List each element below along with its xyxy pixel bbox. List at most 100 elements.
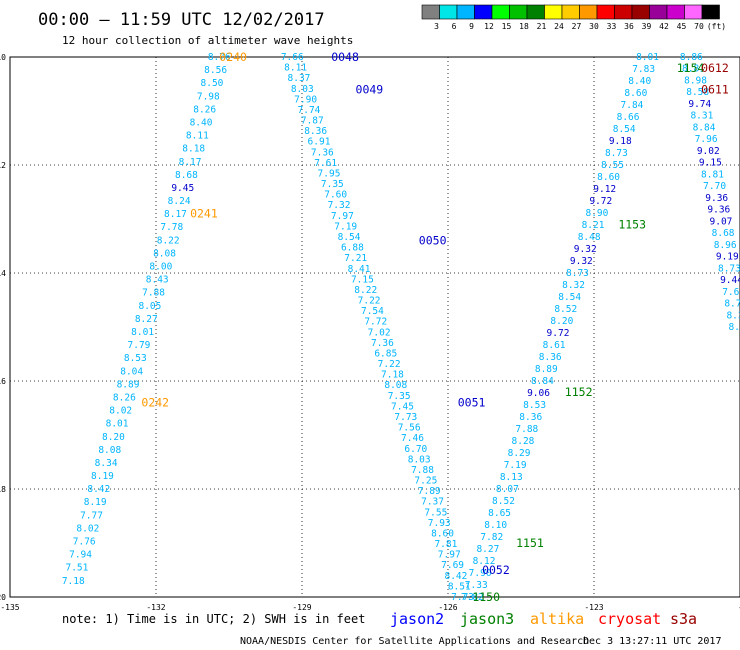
swh-value: 8.52 [554, 304, 577, 315]
color-scale-label: 30 [589, 22, 599, 31]
swh-value: 7.87 [301, 116, 324, 127]
swh-value: 7.51 [65, 563, 88, 574]
swh-value: 8.81 [701, 169, 724, 180]
color-swatch [526, 4, 545, 20]
swh-value: 8.05 [138, 301, 161, 312]
swh-value: 8.02 [109, 406, 132, 417]
swh-value: 7.45 [391, 401, 414, 412]
swh-value: 8.84 [693, 122, 716, 133]
swh-value: 8.08 [98, 445, 121, 456]
wave-height-tracks: 8.76 8.56 8.50 7.98 8.26 8.40 8.11 8.18 8.17 8.68… [62, 52, 740, 603]
swh-value: 7.72 [364, 317, 387, 328]
swh-value: 8.54 [558, 292, 581, 303]
swh-value: 8.17 [179, 157, 202, 168]
swh-value: 8.76 [208, 52, 231, 63]
swh-value: 8.89 [535, 364, 558, 375]
pass-label: 0612 [701, 61, 729, 75]
swh-value: 8.27 [135, 314, 158, 325]
y-tick-label: -18 [0, 485, 6, 494]
swh-value: 8.61 [543, 340, 566, 351]
satellite-legend: jason2 jason3 altika cryosat s3a [390, 610, 697, 628]
swh-value: 8.53 [124, 353, 147, 364]
swh-value: 7.88 [142, 288, 165, 299]
color-scale-label: 3 [434, 22, 439, 31]
swh-value: 8.51 [448, 581, 471, 592]
swh-value: 7.21 [344, 253, 367, 264]
color-swatch [666, 4, 685, 20]
y-tick-label: -12 [0, 161, 6, 170]
y-tick-label: -14 [0, 269, 6, 278]
swh-value: 6.85 [374, 348, 397, 359]
swh-value: 7.82 [461, 592, 484, 603]
legend-s3a: s3a [670, 610, 697, 628]
x-tick-label: -123 [584, 603, 603, 612]
swh-value: 8.34 [95, 458, 118, 469]
swh-value: 7.88 [411, 465, 434, 476]
pass-label: 0611 [701, 82, 729, 96]
y-tick-label: -10 [0, 53, 6, 62]
swh-value: 9.32 [574, 244, 597, 255]
swh-value: 8.66 [617, 112, 640, 123]
swh-value: 8.60 [431, 528, 454, 539]
color-scale-label: 18 [519, 22, 529, 31]
color-scale-label: (ft) [707, 22, 726, 31]
swh-value: 8.24 [168, 196, 191, 207]
swh-value: 8.31 [690, 111, 713, 122]
color-swatch [631, 4, 650, 20]
swh-value: 7.18 [62, 576, 85, 587]
swh-value: 8.42 [87, 484, 110, 495]
swh-value: 8.41 [348, 264, 371, 275]
swh-value: 7.78 [160, 222, 183, 233]
swh-value: 7.70 [703, 181, 726, 192]
swh-value: 8.48 [578, 232, 601, 243]
swh-value: 7.97 [438, 550, 461, 561]
swh-value: 9.12 [593, 184, 616, 195]
legend-jason3: jason3 [460, 610, 514, 628]
swh-value: 8.73 [724, 299, 740, 310]
swh-value: 8.11 [186, 131, 209, 142]
color-scale-label: 36 [624, 22, 634, 31]
color-swatch [421, 4, 440, 20]
color-swatch [491, 4, 510, 20]
swh-value: 9.45 [171, 183, 194, 194]
swh-value: 9.32 [570, 256, 593, 267]
x-tick-label: -129 [292, 603, 311, 612]
pass-label: 1154 [677, 61, 705, 75]
swh-value: 7.19 [504, 460, 527, 471]
swh-value: 7.96 [695, 134, 718, 145]
swh-value: 8.01 [636, 52, 659, 63]
pass-label: 0242 [141, 396, 169, 410]
swh-value: 7.25 [414, 476, 437, 487]
pass-label: 0048 [331, 50, 359, 64]
swh-value: 7.37 [421, 497, 444, 508]
color-swatch [701, 4, 720, 20]
color-swatch [474, 4, 493, 20]
swh-value: 9.36 [705, 193, 728, 204]
color-scale-label: 24 [554, 22, 564, 31]
color-swatch [649, 4, 668, 20]
color-swatch [579, 4, 598, 20]
color-scale-label: 70 [694, 22, 704, 31]
swh-value: 8.02 [76, 523, 99, 534]
swh-value: 7.54 [361, 306, 384, 317]
swh-value: 8.61 [729, 322, 740, 333]
swh-value: 7.97 [331, 211, 354, 222]
swh-value: 7.98 [197, 91, 220, 102]
swh-value: 9.15 [699, 158, 722, 169]
color-scale-legend: 3 6 9 12 15 18 21 24 27 30 33 36 39 42 45 70 (ft) [421, 4, 726, 31]
swh-value: 7.76 [73, 537, 96, 548]
footer-timestamp: Dec 3 13:27:11 UTC 2017 [583, 636, 721, 647]
color-swatch [684, 4, 703, 20]
swh-value: 7.56 [398, 423, 421, 434]
swh-value: 7.74 [298, 105, 321, 116]
swh-value: 8.40 [628, 76, 651, 87]
swh-value: 8.68 [712, 228, 735, 239]
swh-value: 8.31 [726, 310, 740, 321]
swh-value: 8.03 [291, 84, 314, 95]
swh-value: 8.03 [408, 454, 431, 465]
swh-value: 8.56 [204, 65, 227, 76]
swh-value: 8.17 [164, 209, 187, 220]
swh-value: 7.61 [314, 158, 337, 169]
x-tick-label: -132 [146, 603, 165, 612]
